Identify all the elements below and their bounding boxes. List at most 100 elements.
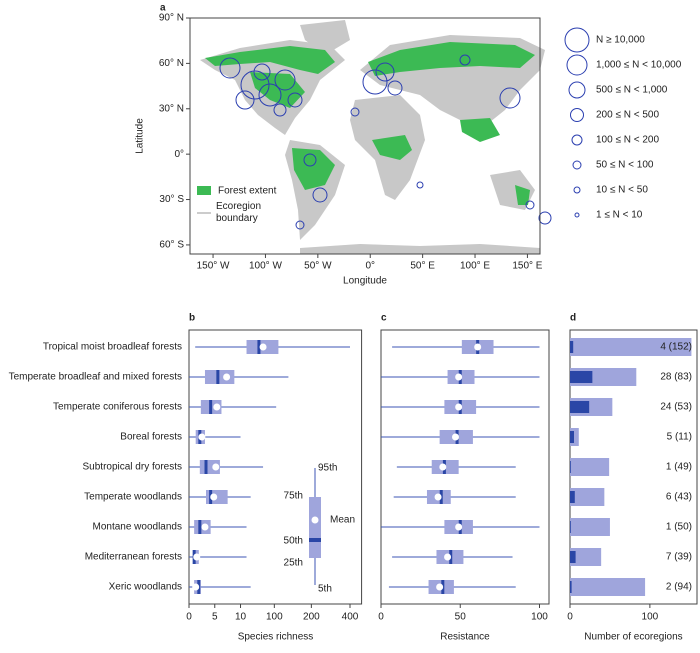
box-legend-glyph <box>309 468 321 585</box>
x-tick-label: 10 <box>235 612 247 623</box>
category-label: Xeric woodlands <box>109 582 182 593</box>
size-legend-circle <box>570 108 584 122</box>
mean <box>434 493 442 501</box>
y-tick-label: 30° N <box>159 103 184 114</box>
map-frame <box>189 17 541 255</box>
x-axis-title: Species richness <box>238 632 314 643</box>
x-tick-label: 400 <box>342 612 359 623</box>
mean <box>444 553 452 561</box>
forest-extent <box>205 42 535 205</box>
bar <box>570 371 593 383</box>
category-label: Temperate woodlands <box>84 492 182 503</box>
mean <box>259 343 267 351</box>
value-label: 1 (50) <box>666 522 692 533</box>
size-legend-label: 50 ≤ N < 100 <box>596 160 654 171</box>
value-label: 5 (11) <box>667 432 692 443</box>
legend-forest: Forest extent <box>218 186 277 197</box>
bar <box>570 431 574 443</box>
box-legend-label: 25th <box>284 558 303 569</box>
median <box>257 340 261 354</box>
x-axis-title: Number of ecoregions <box>584 632 682 643</box>
size-legend-circle <box>572 160 582 170</box>
bar <box>570 458 610 476</box>
size-legend-label: 1 ≤ N < 10 <box>596 210 643 221</box>
mean <box>455 523 463 531</box>
bar <box>570 491 575 503</box>
y-tick-label: 0° <box>174 149 184 160</box>
size-legend-label: 1,000 ≤ N < 10,000 <box>596 60 682 71</box>
category-label: Temperate coniferous forests <box>53 402 182 413</box>
mean <box>213 403 221 411</box>
panel-c-frame <box>380 329 550 605</box>
bar <box>570 401 590 413</box>
value-label: 28 (83) <box>660 372 692 383</box>
x-tick-label: 100° W <box>249 261 282 272</box>
size-legend-circle <box>574 212 580 218</box>
legend-forest-swatch <box>197 186 211 195</box>
bar <box>570 338 692 356</box>
size-legend-label: N ≥ 10,000 <box>596 35 645 46</box>
y-axis-title: Latitude <box>135 118 146 154</box>
mean <box>455 403 463 411</box>
mean <box>201 523 209 531</box>
bar <box>570 518 610 536</box>
y-tick-label: 60° S <box>159 240 184 251</box>
bar <box>570 548 602 566</box>
size-legend-label: 100 ≤ N < 200 <box>596 135 659 146</box>
legend-boundary: Ecoregion boundary <box>216 201 262 224</box>
x-tick-label: 0 <box>567 612 573 623</box>
y-tick-label: 90° N <box>159 13 184 24</box>
mean <box>223 373 231 381</box>
y-tick-label: 30° S <box>159 194 184 205</box>
panel-label: d <box>570 313 576 324</box>
mean <box>436 583 444 591</box>
median <box>216 370 220 384</box>
value-label: 7 (39) <box>666 552 692 563</box>
size-legend-circle <box>571 134 583 146</box>
bar <box>570 578 646 596</box>
legend-boundary-box: Ecoregion boundary <box>216 201 262 224</box>
mean <box>212 463 220 471</box>
site-circles <box>219 54 552 230</box>
x-tick-label: 50 <box>455 612 467 623</box>
mean <box>451 433 459 441</box>
bar <box>570 551 576 563</box>
category-label: Boreal forests <box>120 432 182 443</box>
mean <box>198 433 206 441</box>
mean <box>192 583 200 591</box>
value-label: 2 (94) <box>666 582 692 593</box>
x-tick-label: 150° W <box>197 261 230 272</box>
size-legend-label: 500 ≤ N < 1,000 <box>596 85 668 96</box>
size-legend-circle <box>566 54 588 76</box>
category-label: Tropical moist broadleaf forests <box>43 342 182 353</box>
box-legend-label: 75th <box>284 491 303 502</box>
bar <box>570 461 571 473</box>
category-label: Temperate broadleaf and mixed forests <box>9 372 182 383</box>
size-legend-label: 200 ≤ N < 500 <box>596 110 659 121</box>
value-label: 6 (43) <box>666 492 692 503</box>
x-tick-label: 5 <box>212 612 218 623</box>
bar <box>570 521 571 533</box>
x-tick-label: 100° E <box>460 261 490 272</box>
size-legend-circle <box>568 81 586 99</box>
x-tick-label: 100 <box>531 612 548 623</box>
median <box>204 460 208 474</box>
value-label: 4 (152) <box>660 342 692 353</box>
panel-label: c <box>381 313 387 324</box>
median <box>209 400 213 414</box>
size-legend-circle <box>573 186 581 194</box>
x-axis-title: Longitude <box>343 276 387 287</box>
bar <box>570 428 579 446</box>
box-legend-label: 95th <box>318 463 337 474</box>
mean <box>439 463 447 471</box>
x-tick-label: 200 <box>303 612 320 623</box>
x-tick-label: 100 <box>266 612 283 623</box>
x-axis-title: Resistance <box>440 632 490 643</box>
mean <box>455 373 463 381</box>
box-legend-label: 50th <box>284 536 303 547</box>
x-tick-label: 50° E <box>410 261 435 272</box>
box-legend-label: Mean <box>330 515 355 526</box>
x-tick-label: 100 <box>642 612 659 623</box>
median <box>198 520 202 534</box>
